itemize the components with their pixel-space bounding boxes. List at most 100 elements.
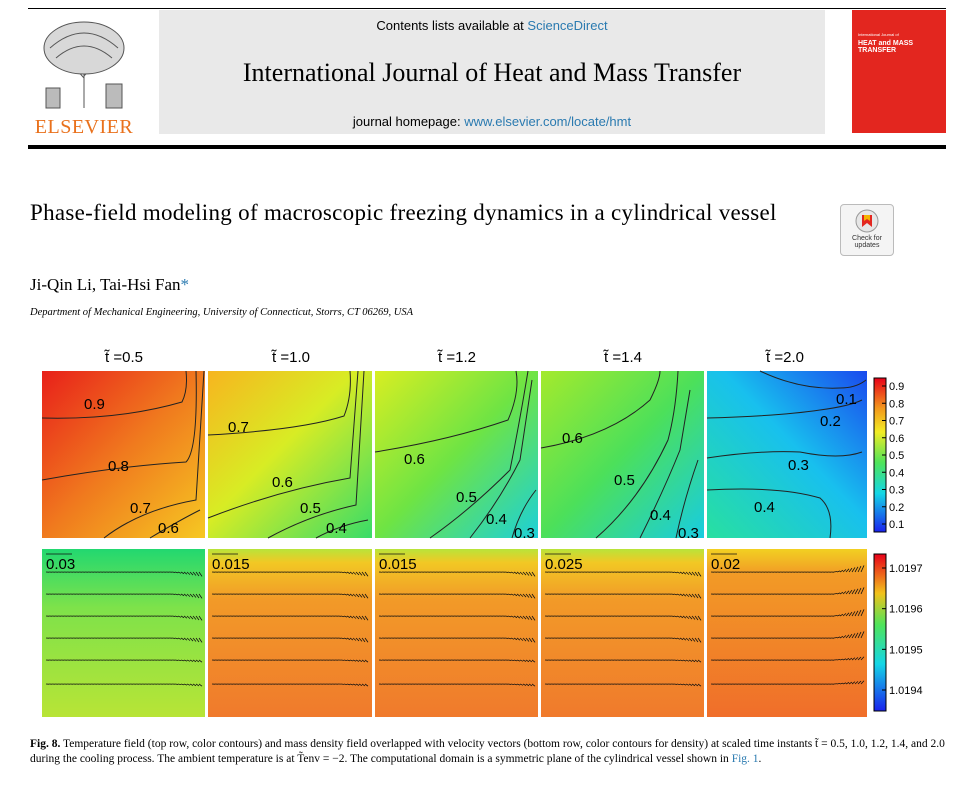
velocity-vector (507, 615, 512, 618)
velocity-vector (192, 659, 197, 663)
vector-scale-label: 0.02 (711, 556, 740, 573)
velocity-vector (358, 659, 363, 663)
velocity-vector (183, 593, 188, 597)
elsevier-logo[interactable]: ELSEVIER (28, 14, 140, 139)
velocity-vector (842, 682, 847, 685)
velocity-vector (352, 571, 357, 575)
velocity-vector (525, 659, 530, 663)
velocity-vector (349, 615, 354, 619)
contour-label: 0.3 (788, 457, 809, 474)
fig1-link[interactable]: Fig. 1 (731, 752, 759, 765)
velocity-vector (510, 683, 515, 686)
velocity-vector (522, 571, 527, 576)
cover-title: HEAT and MASS TRANSFER (858, 40, 914, 54)
velocity-vector (198, 683, 203, 687)
velocity-vector (343, 683, 348, 685)
velocity-vector (186, 683, 191, 686)
velocity-vector (186, 571, 191, 575)
velocity-vector (183, 637, 188, 641)
velocity-vector (177, 593, 182, 596)
velocity-vector (364, 637, 369, 643)
velocity-vector (510, 659, 515, 662)
velocity-vector (349, 593, 354, 597)
velocity-vector (177, 571, 182, 574)
panel-label: t̃ =2.0 (765, 349, 804, 366)
contour-label: 0.6 (404, 451, 425, 468)
velocity-vector (676, 571, 681, 574)
velocity-vector (685, 659, 690, 662)
velocity-vector (682, 593, 687, 597)
velocity-vector (186, 615, 191, 619)
velocity-vector (516, 615, 521, 619)
velocity-vector (694, 659, 699, 663)
velocity-vector (679, 683, 684, 686)
colorbar-tick-label: 1.0195 (889, 644, 923, 656)
velocity-vector (857, 565, 862, 573)
velocity-vector (361, 571, 366, 577)
velocity-vector (355, 683, 360, 686)
velocity-vector (510, 637, 515, 640)
velocity-vector (507, 637, 512, 640)
publisher-name: ELSEVIER (34, 116, 134, 138)
velocity-vector (842, 569, 847, 573)
velocity-vector (189, 615, 194, 620)
sciencedirect-link[interactable]: ScienceDirect (527, 18, 608, 33)
velocity-vector (522, 615, 527, 620)
velocity-vector (685, 683, 690, 686)
contour-label: 0.4 (326, 520, 347, 537)
velocity-vectors (45, 553, 865, 687)
velocity-vector (364, 593, 369, 599)
temperature-panel-1: 0.7 0.6 0.5 0.4 (207, 370, 372, 539)
velocity-vector (679, 615, 684, 619)
velocity-vector (349, 637, 354, 641)
velocity-vector (519, 593, 524, 597)
velocity-vector (839, 591, 844, 595)
velocity-vector (854, 588, 859, 595)
temperature-panel-3: 0.6 0.5 0.4 0.3 (540, 370, 704, 542)
corresponding-author-mark[interactable]: * (180, 275, 190, 294)
velocity-vector (343, 659, 348, 661)
contour-label: 0.3 (514, 525, 535, 542)
velocity-vector (186, 659, 191, 662)
velocity-vector (842, 591, 847, 595)
velocity-vector (513, 571, 518, 575)
contour-label: 0.4 (754, 499, 775, 516)
velocity-vector (676, 683, 681, 686)
velocity-vector (340, 593, 345, 596)
velocity-vector (346, 659, 351, 662)
check-for-updates-badge[interactable]: Check for updates (840, 204, 894, 256)
velocity-vector (355, 615, 360, 620)
homepage-link[interactable]: www.elsevier.com/locate/hmt (464, 114, 632, 129)
velocity-vector (522, 637, 527, 642)
velocity-vector (513, 637, 518, 641)
journal-cover[interactable]: International Journal of HEAT and MASS T… (852, 10, 946, 133)
contour-label: 0.5 (614, 472, 635, 489)
velocity-vector (195, 637, 200, 643)
velocity-vector (346, 637, 351, 640)
velocity-vector (673, 571, 678, 574)
velocity-vector (346, 683, 351, 686)
velocity-vector (352, 615, 357, 619)
velocity-vector (361, 637, 366, 643)
velocity-vector (682, 683, 687, 686)
velocity-vector (361, 659, 366, 663)
velocity-vector (836, 570, 841, 573)
velocity-vector (691, 571, 696, 576)
journal-title[interactable]: International Journal of Heat and Mass T… (242, 58, 742, 87)
homepage-prefix: journal homepage: (352, 114, 465, 129)
velocity-vector (857, 587, 862, 595)
contour-label: 0.7 (130, 500, 151, 517)
velocity-vector (198, 571, 203, 577)
velocity-vector (685, 571, 690, 575)
velocity-vector (358, 593, 363, 598)
colorbar-tick-label: 0.9 (889, 381, 904, 393)
velocity-vector (694, 683, 699, 687)
velocity-vector (676, 593, 681, 596)
velocity-vector (355, 659, 360, 662)
velocity-vector (516, 659, 521, 662)
velocity-vector (183, 659, 188, 662)
velocity-vector (180, 615, 185, 619)
velocity-vector (679, 593, 684, 597)
velocity-vector (340, 571, 345, 574)
velocity-vector (694, 637, 699, 643)
